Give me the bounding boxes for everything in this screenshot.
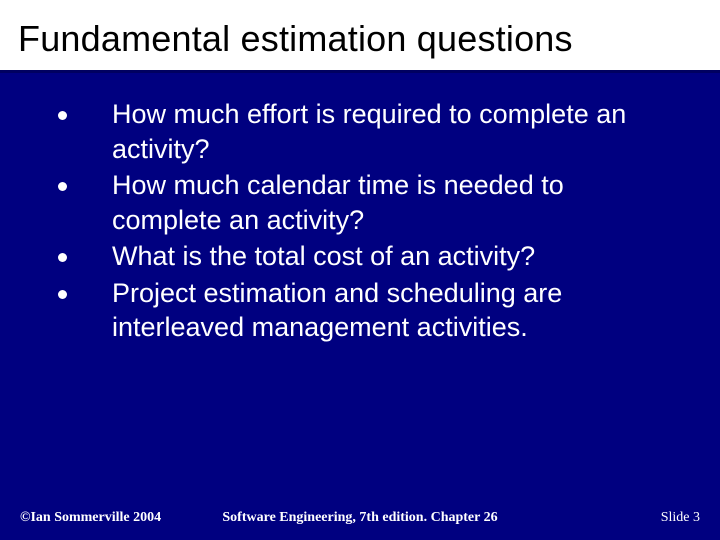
- bullet-item: Project estimation and scheduling are in…: [40, 276, 680, 345]
- bullet-list: How much effort is required to complete …: [40, 97, 680, 345]
- bullet-item: How much effort is required to complete …: [40, 97, 680, 166]
- bullet-item: How much calendar time is needed to comp…: [40, 168, 680, 237]
- slide-title: Fundamental estimation questions: [18, 18, 720, 60]
- footer-book-title: Software Engineering, 7th edition. Chapt…: [190, 510, 530, 526]
- slide-body: How much effort is required to complete …: [0, 73, 720, 345]
- slide: Fundamental estimation questions How muc…: [0, 0, 720, 540]
- footer-copyright: ©Ian Sommerville 2004: [20, 510, 190, 526]
- bullet-item: What is the total cost of an activity?: [40, 239, 680, 274]
- title-bar: Fundamental estimation questions: [0, 0, 720, 73]
- footer-slide-number: Slide 3: [530, 510, 700, 526]
- slide-footer: ©Ian Sommerville 2004 Software Engineeri…: [0, 510, 720, 526]
